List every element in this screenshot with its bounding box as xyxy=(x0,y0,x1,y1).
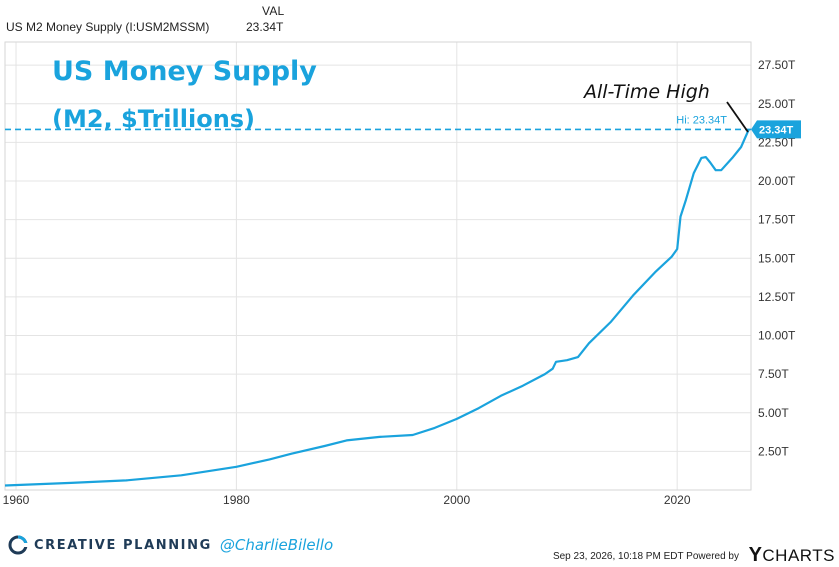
brand-name: CREATIVE PLANNING xyxy=(34,537,212,553)
y-tick-label: 12.50T xyxy=(758,290,796,304)
x-axis-ticks: 1960 1980 2000 2020 xyxy=(3,493,691,507)
plot-frame xyxy=(4,41,752,491)
reference-line-label: Hi: 23.34T xyxy=(676,114,727,126)
callout-text: All-Time High xyxy=(582,81,710,103)
chart-title: US Money Supply xyxy=(52,56,317,87)
last-value-badge-label: 23.34T xyxy=(759,124,794,136)
y-tick-label: 15.00T xyxy=(758,251,796,265)
y-tick-label: 17.50T xyxy=(758,213,796,227)
y-tick-label: 25.00T xyxy=(758,97,796,111)
legend-series-value: 23.34T xyxy=(246,20,284,34)
footer-timestamp: Sep 23, 2026, 10:18 PM EDT Powered by xyxy=(552,551,739,562)
line-chart: 2.50T 5.00T 7.50T 10.00T 12.50T 15.00T 17.50T 2… xyxy=(3,41,801,507)
ycharts-logo[interactable]: YCHARTS xyxy=(749,544,835,567)
y-tick-label: 27.50T xyxy=(758,58,796,72)
footer-brand: CREATIVE PLANNING @CharlieBilello xyxy=(8,535,333,555)
x-tick-label: 2000 xyxy=(443,493,470,507)
y-axis-ticks: 2.50T 5.00T 7.50T 10.00T 12.50T 15.00T 17.50T 2… xyxy=(758,58,796,458)
y-tick-label: 5.00T xyxy=(758,406,789,420)
y-tick-label: 7.50T xyxy=(758,367,789,381)
x-tick-label: 1980 xyxy=(223,493,250,507)
legend-series-name[interactable]: US M2 Money Supply (I:USM2MSSM) xyxy=(6,20,210,34)
last-value-badge-shape xyxy=(751,120,801,139)
x-tick-label: 2020 xyxy=(664,493,691,507)
ycharts-logo-y: Y xyxy=(748,544,763,566)
grid-lines xyxy=(5,42,751,490)
last-value-badge: 23.34T xyxy=(751,120,801,139)
ycharts-logo-text: CHARTS xyxy=(762,546,835,565)
y-tick-label: 22.50T xyxy=(758,135,796,149)
y-tick-label: 2.50T xyxy=(758,444,789,458)
y-tick-label: 10.00T xyxy=(758,329,796,343)
creative-planning-logo-icon xyxy=(8,535,28,555)
callout-pointer xyxy=(726,101,749,133)
x-tick-label: 1960 xyxy=(3,493,30,507)
legend-column-label: VAL xyxy=(262,4,285,18)
chart-subtitle: (M2, $Trillions) xyxy=(52,105,255,133)
y-tick-label: 20.00T xyxy=(758,174,796,188)
author-handle[interactable]: @CharlieBilello xyxy=(219,536,334,554)
series-line-m2[interactable] xyxy=(4,128,750,487)
